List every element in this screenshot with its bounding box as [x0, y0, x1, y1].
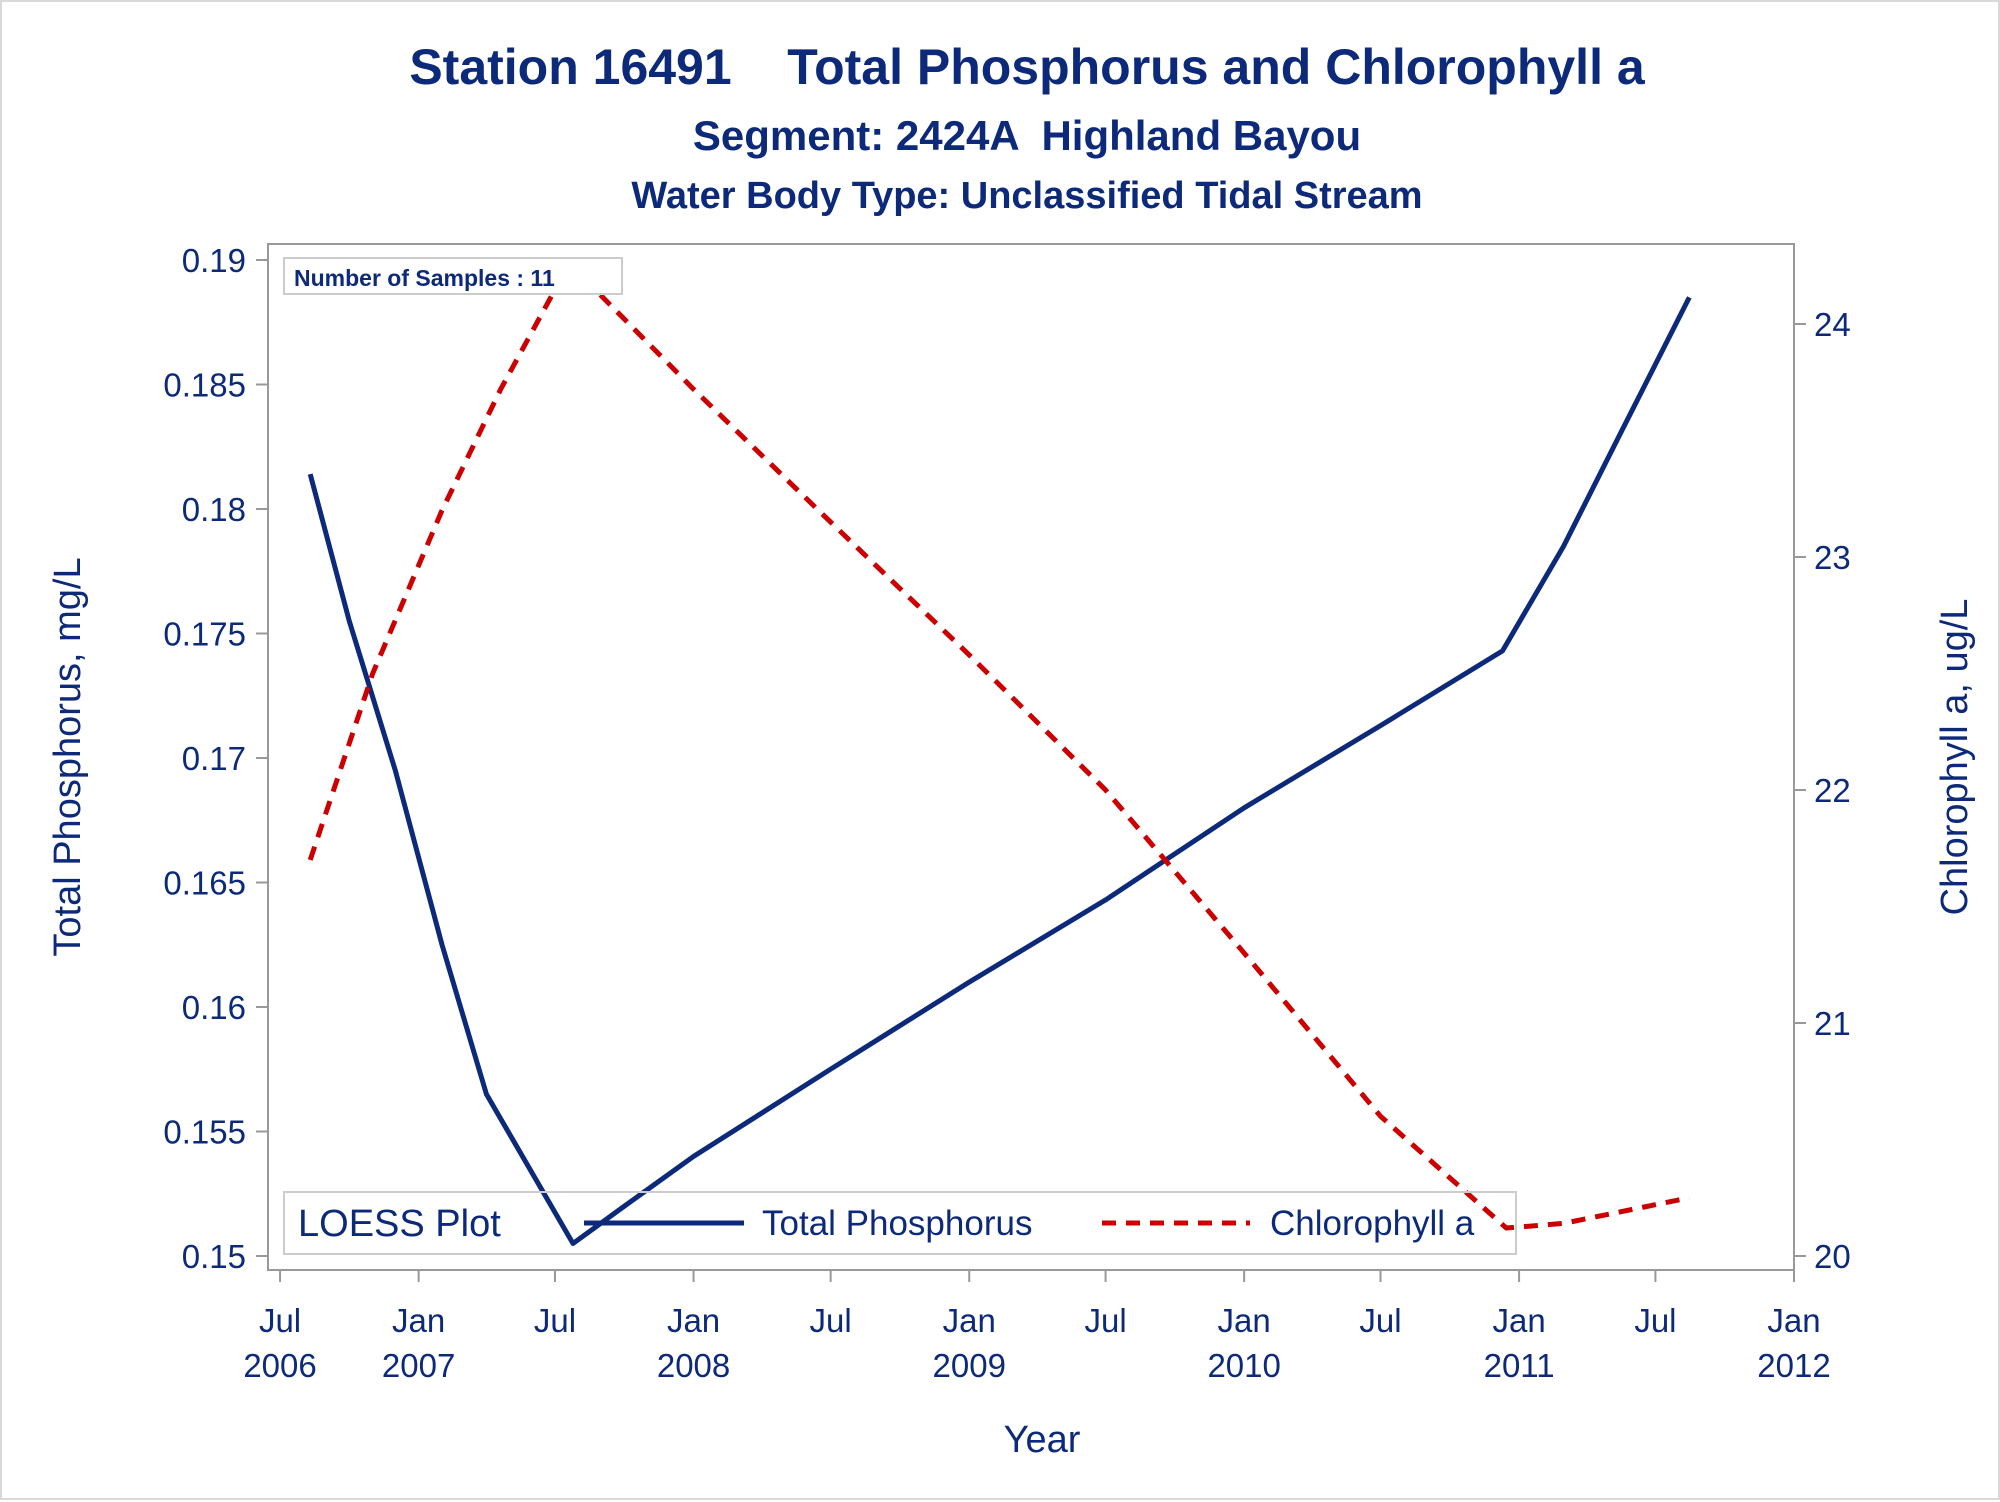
x-tick-label-year: 2009 — [933, 1347, 1006, 1384]
x-tick-label-year: 2006 — [243, 1347, 316, 1384]
x-tick-label-month: Jul — [534, 1302, 576, 1339]
x-tick-label-year: 2012 — [1757, 1347, 1830, 1384]
x-tick-label-year: 2007 — [382, 1347, 455, 1384]
legend-label-total-phosphorus: Total Phosphorus — [762, 1204, 1032, 1243]
left-tick-label: 0.16 — [182, 989, 246, 1026]
chart-subtitle: Segment: 2424A Highland Bayou — [693, 112, 1361, 159]
right-axis-ticks: 20 21 22 23 24 — [1794, 306, 1851, 1275]
left-tick-label: 0.175 — [163, 616, 246, 653]
right-tick-label: 23 — [1814, 539, 1851, 576]
x-tick-label-month: Jul — [810, 1302, 852, 1339]
x-tick-label-month: Jan — [1218, 1302, 1271, 1339]
chart-title: Station 16491 Total Phosphorus and Chlor… — [409, 39, 1646, 95]
left-axis-ticks: 0.15 0.155 0.16 0.165 0.17 0.175 0.18 0.185 0.19 — [163, 242, 268, 1275]
x-tick-label-month: Jan — [667, 1302, 720, 1339]
series-line-total-phosphorus — [307, 296, 1692, 1246]
series-layer — [307, 260, 1692, 1246]
x-tick-label-month: Jul — [1359, 1302, 1401, 1339]
x-axis-label: Year — [1004, 1419, 1081, 1461]
legend-box — [283, 1191, 1517, 1255]
sample-count-box — [283, 257, 623, 295]
x-tick-label-month: Jan — [392, 1302, 445, 1339]
x-tick-label-year: 2011 — [1484, 1347, 1555, 1384]
legend-title: LOESS Plot — [298, 1203, 501, 1245]
left-tick-label: 0.17 — [182, 740, 246, 777]
legend-label-chlorophyll-a: Chlorophyll a — [1270, 1204, 1475, 1243]
left-tick-label: 0.165 — [163, 865, 246, 902]
x-tick-label-year: 2008 — [657, 1347, 730, 1384]
sample-count-text: Number of Samples : 11 — [294, 265, 555, 291]
left-tick-label: 0.18 — [182, 491, 246, 528]
left-tick-label: 0.15 — [182, 1238, 246, 1275]
left-tick-label: 0.185 — [163, 367, 246, 404]
x-tick-label-month: Jan — [1767, 1302, 1820, 1339]
x-tick-label-month: Jul — [1084, 1302, 1126, 1339]
y-axis-label-right: Chlorophyll a, ug/L — [1934, 599, 1976, 916]
right-tick-label: 24 — [1814, 306, 1851, 343]
x-tick-label-month: Jul — [1634, 1302, 1676, 1339]
left-tick-label: 0.155 — [163, 1114, 246, 1151]
right-tick-label: 20 — [1814, 1238, 1851, 1275]
x-tick-label-month: Jan — [943, 1302, 996, 1339]
right-tick-label: 22 — [1814, 772, 1851, 809]
x-tick-label-year: 2010 — [1207, 1347, 1280, 1384]
right-tick-label: 21 — [1814, 1005, 1851, 1042]
chart-subtitle-2: Water Body Type: Unclassified Tidal Stre… — [631, 175, 1422, 217]
y-axis-label-left: Total Phosphorus, mg/L — [47, 557, 89, 956]
x-axis-ticks: Jul 2006 Jan 2007 Jul Jan 2008 Jul Jan 2009 Jul Jan… — [243, 1270, 1831, 1384]
x-tick-label-month: Jan — [1492, 1302, 1545, 1339]
left-tick-label: 0.19 — [182, 242, 246, 279]
x-tick-label-month: Jul — [259, 1302, 301, 1339]
series-line-chlorophyll-a — [307, 260, 1690, 1231]
